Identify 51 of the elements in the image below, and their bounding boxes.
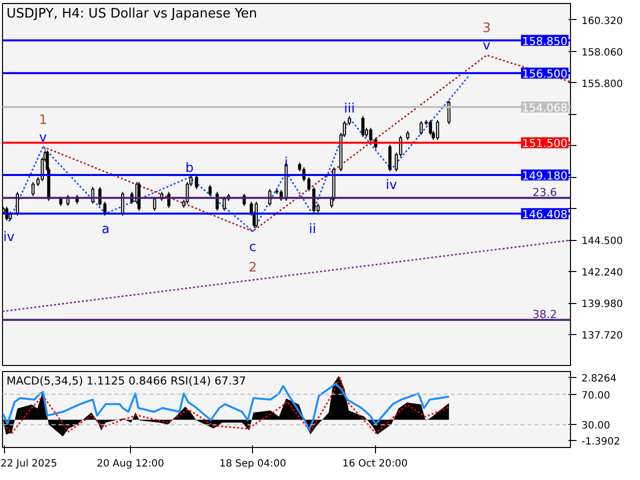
y-tick-label: -1.3902 (582, 436, 620, 448)
annotation: iv (3, 230, 15, 246)
annotation: iii (344, 102, 355, 117)
candlestick (348, 116, 351, 126)
annotation: c (249, 240, 256, 255)
candlestick (208, 184, 212, 197)
annotation: 2 (248, 260, 257, 276)
y-tick-label: 155.800 (582, 78, 623, 90)
annotation: ii (308, 222, 316, 238)
candlestick (216, 191, 219, 212)
y2-tick-label: 70.00 (582, 390, 610, 402)
annotation: a (102, 222, 110, 238)
annotation: 38.2 (532, 308, 557, 321)
annotation: 3 (482, 21, 491, 36)
candlestick (195, 174, 198, 190)
annotation: 23.6 (532, 186, 557, 199)
y-tick-label: 144.500 (582, 236, 623, 248)
ref-line-label: 146.408 (522, 208, 568, 222)
ref-line-label: 151.500 (522, 137, 568, 150)
ref-line-label: 149.180 (522, 170, 568, 183)
ref-line-label: 154.068 (522, 101, 568, 114)
annotation: 1 (38, 112, 48, 128)
line-series (8, 75, 470, 232)
y-tick-label: 139.980 (582, 299, 623, 310)
x-tick-label: 18 Sep 04:00 (219, 458, 286, 470)
y-tick-label: 158.060 (582, 47, 623, 58)
x-tick-label: 16 Oct 20:00 (342, 458, 408, 470)
annotation: b (185, 160, 194, 176)
y-tick-label: 137.720 (582, 330, 623, 342)
ref-line-label: 158.850 (522, 34, 568, 48)
annotation: iv (386, 178, 398, 193)
annotation: v (482, 38, 491, 54)
chart-title: USDJPY, H4: US Dollar vs Japanese Yen (6, 6, 258, 22)
candlestick (361, 116, 364, 138)
x-tick-label: 20 Aug 12:00 (96, 458, 164, 470)
annotation: v (39, 130, 48, 146)
candlestick (32, 181, 35, 197)
candlestick (307, 176, 310, 192)
candlestick (428, 120, 432, 136)
y-tick-label: 2.8264 (582, 374, 616, 385)
candlestick (406, 130, 410, 140)
candlestick (388, 144, 392, 172)
annotation: i (284, 156, 288, 171)
y2-tick-label: 30.00 (582, 420, 610, 432)
candlestick (91, 186, 94, 204)
candlestick (436, 120, 440, 140)
ref-line-label: 156.500 (522, 68, 568, 81)
x-tick-label: 22 Jul 2025 (0, 458, 58, 470)
y-tick-label: 160.320 (582, 16, 623, 27)
candlestick (420, 120, 423, 136)
y-tick-label: 142.240 (582, 268, 623, 279)
